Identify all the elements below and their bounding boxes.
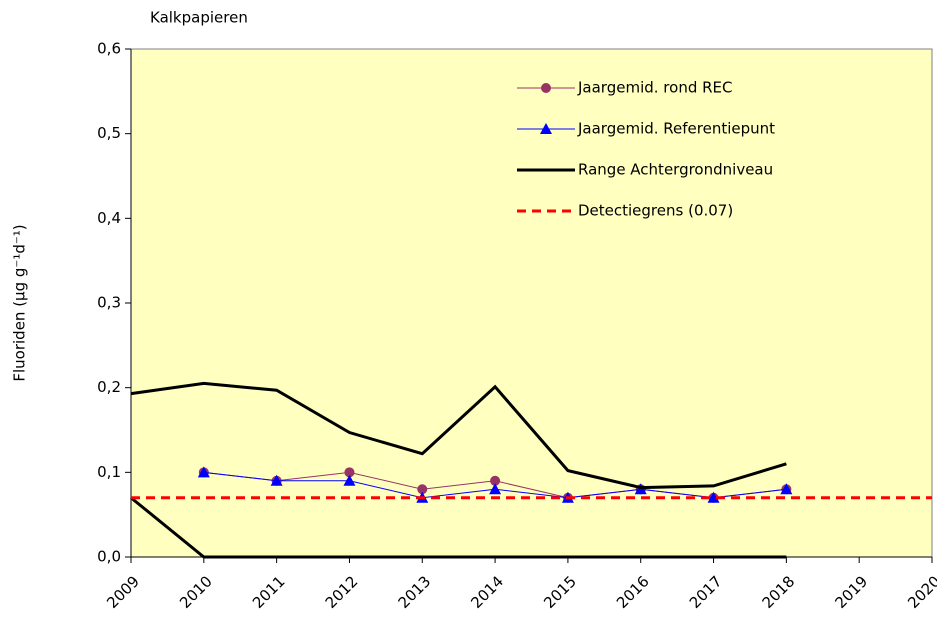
marker bbox=[197, 466, 210, 478]
legend-label: Jaargemid. Referentiepunt bbox=[577, 120, 775, 138]
marker bbox=[490, 475, 501, 486]
marker bbox=[541, 83, 551, 93]
marker bbox=[343, 474, 356, 486]
series-line bbox=[130, 381, 787, 490]
x-tick-label: 2014 bbox=[467, 572, 507, 612]
marker bbox=[780, 483, 793, 495]
x-tick-label: 2018 bbox=[759, 572, 799, 612]
x-tick-label: 2020 bbox=[904, 572, 937, 612]
x-tick-label: 2016 bbox=[613, 572, 653, 612]
marker bbox=[707, 491, 720, 503]
x-tick-label: 2009 bbox=[103, 572, 143, 612]
legend-label: Range Achtergrondniveau bbox=[578, 161, 773, 179]
marker bbox=[540, 123, 552, 134]
y-tick-label: 0,6 bbox=[97, 40, 121, 58]
marker bbox=[270, 474, 283, 486]
x-tick-label: 2017 bbox=[686, 572, 726, 612]
legend-label: Detectiegrens (0.07) bbox=[578, 202, 733, 220]
y-tick-label: 0,3 bbox=[97, 294, 121, 312]
legend-label: Jaargemid. rond REC bbox=[577, 79, 732, 97]
y-tick-label: 0,1 bbox=[97, 463, 121, 481]
x-tick-label: 2010 bbox=[176, 572, 216, 612]
series-line bbox=[130, 496, 787, 559]
x-tick-label: 2015 bbox=[540, 572, 580, 612]
y-tick-label: 0,4 bbox=[97, 209, 121, 227]
y-axis-label: Fluoriden (µg g⁻¹d⁻¹) bbox=[11, 224, 29, 381]
x-tick-label: 2011 bbox=[249, 572, 289, 612]
marker bbox=[489, 483, 502, 495]
y-tick-label: 0,5 bbox=[97, 124, 121, 142]
x-tick-label: 2019 bbox=[831, 572, 871, 612]
marker bbox=[417, 484, 428, 495]
plot-area bbox=[130, 48, 933, 558]
chart-title: Kalkpapieren bbox=[150, 9, 248, 27]
x-tick-label: 2012 bbox=[322, 572, 362, 612]
y-tick-label: 0,0 bbox=[97, 548, 121, 566]
marker bbox=[344, 467, 355, 478]
y-tick-label: 0,2 bbox=[97, 378, 121, 396]
x-tick-label: 2013 bbox=[395, 572, 435, 612]
